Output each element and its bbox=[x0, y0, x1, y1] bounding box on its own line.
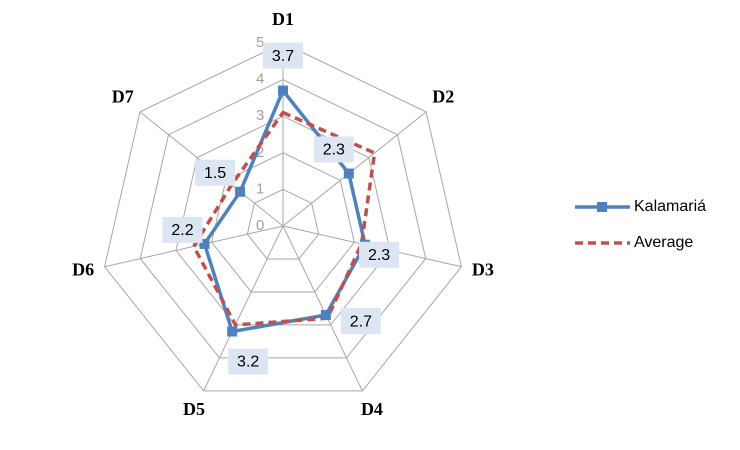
y-tick-label: 2 bbox=[256, 144, 264, 161]
grid-line bbox=[139, 79, 427, 359]
grid-line bbox=[246, 188, 320, 260]
y-tick-label: 0 bbox=[256, 217, 264, 234]
category-label: D3 bbox=[472, 260, 494, 280]
value-label: 1.5 bbox=[204, 165, 226, 182]
value-label-box bbox=[263, 42, 303, 69]
grid-line bbox=[211, 152, 355, 293]
legend-marker bbox=[597, 202, 607, 212]
series-line bbox=[192, 110, 377, 327]
value-label: 3.2 bbox=[237, 354, 259, 371]
marker bbox=[278, 85, 288, 96]
legend-label: Kalamariá bbox=[634, 198, 706, 215]
value-label-box bbox=[195, 159, 236, 186]
category-label: D6 bbox=[72, 260, 94, 280]
value-label-box bbox=[340, 308, 381, 335]
value-label-box bbox=[313, 136, 354, 163]
y-tick-label: 5 bbox=[256, 34, 264, 51]
value-label: 2.7 bbox=[350, 313, 372, 330]
series-line bbox=[202, 88, 367, 334]
value-label-box bbox=[359, 241, 400, 268]
value-label-box bbox=[228, 348, 269, 375]
spoke bbox=[282, 111, 427, 227]
marker bbox=[320, 310, 331, 321]
grid-line bbox=[104, 42, 462, 392]
spoke bbox=[203, 225, 284, 392]
value-label-box bbox=[162, 216, 203, 243]
value-label: 3.7 bbox=[272, 48, 294, 65]
category-label: D5 bbox=[183, 399, 205, 419]
category-label: D1 bbox=[272, 9, 294, 29]
marker bbox=[235, 186, 246, 197]
value-label: 2.3 bbox=[323, 142, 345, 159]
y-tick-label: 4 bbox=[256, 71, 264, 88]
category-label: D7 bbox=[112, 86, 134, 106]
category-label: D2 bbox=[432, 86, 454, 106]
marker bbox=[199, 238, 210, 249]
marker bbox=[227, 326, 238, 337]
y-tick-label: 3 bbox=[256, 107, 264, 124]
marker bbox=[343, 168, 354, 179]
y-tick-label: 1 bbox=[256, 180, 264, 197]
spoke bbox=[282, 225, 363, 392]
legend-label: Average bbox=[634, 234, 693, 251]
value-label: 2.3 bbox=[368, 247, 390, 264]
category-label: D4 bbox=[361, 399, 383, 419]
value-label: 2.2 bbox=[171, 222, 193, 239]
